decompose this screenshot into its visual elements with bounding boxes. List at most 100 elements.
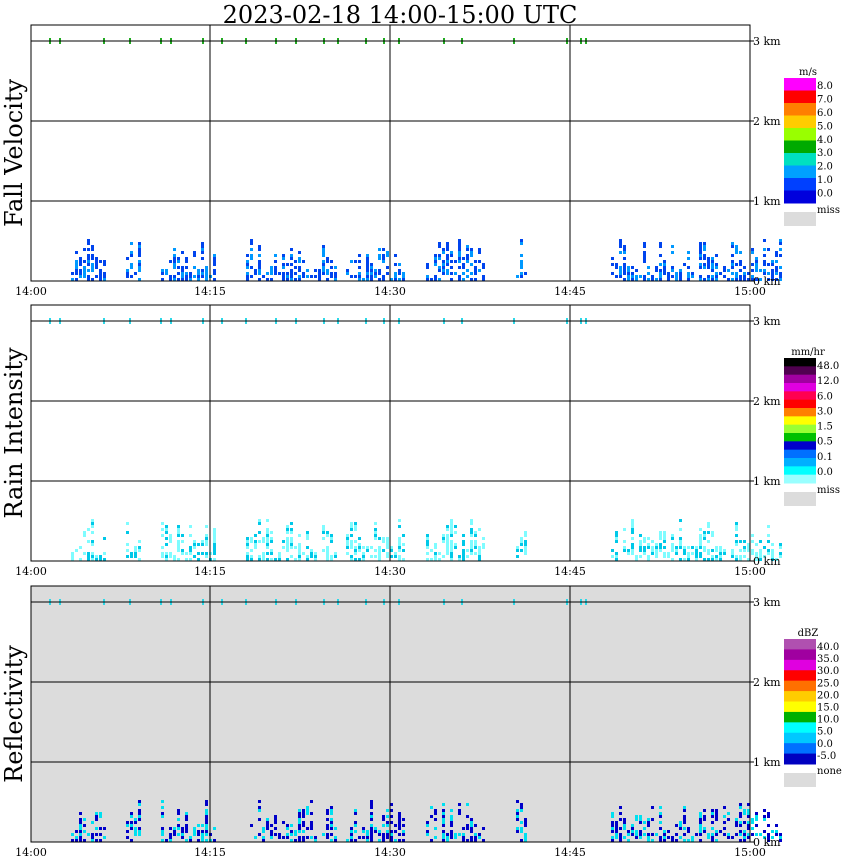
echo-pixel — [699, 812, 702, 815]
echo-pixel — [326, 278, 329, 281]
echo-pixel — [193, 555, 196, 558]
echo-pixel — [715, 278, 718, 281]
echo-pixel — [165, 552, 168, 555]
echo-pixel — [394, 552, 397, 555]
echo-pixel — [779, 275, 782, 278]
echo-pixel — [185, 275, 188, 278]
echo-pixel — [87, 254, 90, 257]
echo-pixel — [434, 260, 437, 263]
echo-pixel — [205, 540, 208, 543]
echo-pixel — [699, 266, 702, 269]
echo-pixel — [382, 833, 385, 836]
echo-pixel — [298, 815, 301, 818]
echo-pixel — [390, 833, 393, 836]
echo-pixel — [639, 830, 642, 833]
echo-pixel — [213, 537, 216, 540]
echo-pixel — [478, 260, 481, 263]
y-tick-label: 3 km — [753, 315, 781, 328]
echo-pixel — [755, 269, 758, 272]
echo-pixel — [270, 833, 273, 836]
echo-pixel — [250, 540, 253, 543]
echo-pixel — [173, 260, 176, 263]
echo-pixel — [687, 558, 690, 561]
echo-pixel — [306, 537, 309, 540]
echo-pixel — [205, 830, 208, 833]
colorbar-swatch — [784, 103, 816, 116]
echo-pixel — [169, 836, 172, 839]
echo-pixel — [126, 272, 129, 275]
echo-pixel — [95, 818, 98, 821]
echo-pixel — [474, 552, 477, 555]
echo-pixel — [631, 525, 634, 528]
echo-pixel — [434, 558, 437, 561]
echo-pixel — [739, 260, 742, 263]
echo-pixel — [79, 818, 82, 821]
echo-pixel — [382, 818, 385, 821]
echo-pixel — [350, 543, 353, 546]
x-tick-label: 15:00 — [734, 846, 766, 859]
echo-pixel — [374, 528, 377, 531]
echo-pixel — [751, 534, 754, 537]
echo-pixel — [623, 824, 626, 827]
echo-pixel — [258, 818, 261, 821]
echo-pixel — [205, 537, 208, 540]
echo-pixel — [290, 555, 293, 558]
echo-pixel — [177, 528, 180, 531]
echo-pixel — [310, 821, 313, 824]
echo-pixel — [330, 827, 333, 830]
echo-pixel — [462, 552, 465, 555]
echo-pixel — [294, 546, 297, 549]
echo-pixel — [739, 278, 742, 281]
echo-pixel — [330, 821, 333, 824]
echo-pixel — [390, 278, 393, 281]
echo-pixel — [478, 546, 481, 549]
echo-pixel — [354, 540, 357, 543]
echo-pixel — [707, 263, 710, 266]
echo-pixel — [398, 815, 401, 818]
echo-pixel — [615, 558, 618, 561]
echo-pixel — [370, 833, 373, 836]
echo-pixel — [294, 833, 297, 836]
echo-pixel — [346, 546, 349, 549]
echo-pixel — [611, 836, 614, 839]
echo-pixel — [442, 824, 445, 827]
echo-pixel — [79, 269, 82, 272]
echo-pixel — [181, 266, 184, 269]
colorbar-missing-label: miss — [817, 485, 840, 496]
echo-pixel — [619, 251, 622, 254]
echo-pixel — [659, 275, 662, 278]
echo-pixel — [643, 546, 646, 549]
echo-pixel — [759, 278, 762, 281]
echo-pixel — [270, 269, 273, 272]
echo-pixel — [91, 821, 94, 824]
echo-pixel — [250, 549, 253, 552]
echo-pixel — [270, 552, 273, 555]
echo-pixel — [134, 549, 137, 552]
colorbar-swatch — [784, 358, 816, 367]
echo-pixel — [623, 269, 626, 272]
echo-pixel — [278, 555, 281, 558]
echo-pixel — [370, 275, 373, 278]
echo-pixel — [671, 839, 674, 842]
echo-pixel — [516, 275, 519, 278]
echo-pixel — [330, 824, 333, 827]
echo-pixel — [165, 528, 168, 531]
echo-pixel — [771, 269, 774, 272]
echo-pixel — [79, 272, 82, 275]
echo-pixel — [643, 254, 646, 257]
echo-pixel — [755, 257, 758, 260]
echo-pixel — [763, 815, 766, 818]
echo-pixel — [715, 818, 718, 821]
echo-pixel — [743, 540, 746, 543]
echo-pixel — [679, 278, 682, 281]
colorbar-swatch — [784, 178, 816, 191]
echo-pixel — [306, 269, 309, 272]
echo-pixel — [314, 836, 317, 839]
echo-pixel — [430, 806, 433, 809]
echo-pixel — [691, 836, 694, 839]
echo-pixel — [362, 555, 365, 558]
echo-pixel — [402, 543, 405, 546]
echo-pixel — [458, 251, 461, 254]
echo-pixel — [213, 540, 216, 543]
echo-pixel — [193, 833, 196, 836]
